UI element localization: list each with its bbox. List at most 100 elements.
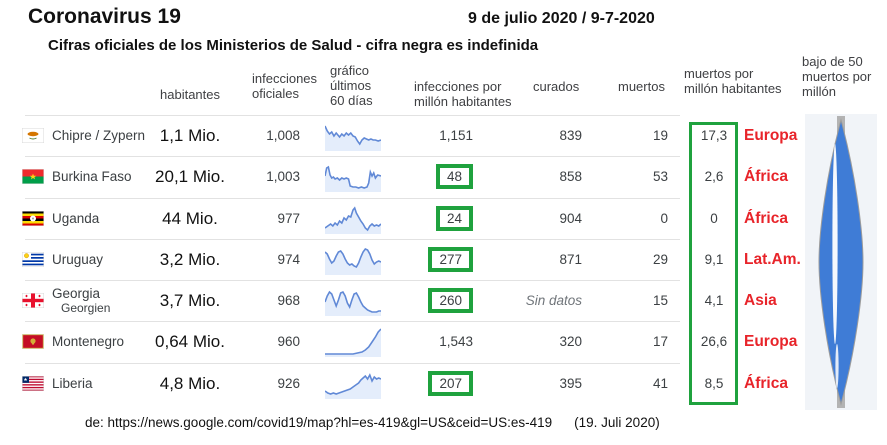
deaths-value: 17 [652, 334, 668, 349]
table-row: Uruguay 3,2 Mio. 974 277 871 29 9,1 Lat.… [0, 239, 887, 280]
sparkline-chart [325, 198, 381, 239]
deaths-value: 0 [660, 211, 668, 226]
deaths-per-million-value: 2,6 [704, 169, 724, 184]
column-header-curados: curados [533, 79, 580, 94]
region-label: Europa [744, 332, 798, 350]
column-header-muertos-por-millon: muertos por millón habitantes [684, 66, 782, 96]
official-infections-value: 1,008 [266, 128, 300, 143]
table-row: Montenegro 0,64 Mio. 960 1,543 320 17 26… [0, 321, 887, 362]
column-header-bajo-de-50: bajo de 50 muertos por millón [802, 54, 872, 99]
recovered-value: 871 [559, 252, 582, 267]
row-divider [25, 115, 680, 116]
table-row: Burkina Faso 20,1 Mio. 1,003 48 858 53 2… [0, 156, 887, 197]
infections-per-million-value: 24 [385, 198, 473, 239]
column-header-muertos: muertos [618, 79, 665, 94]
page-title: Coronavirus 19 [28, 5, 181, 28]
official-infections-value: 960 [277, 334, 300, 349]
population-value: 4,8 Mio. [159, 373, 221, 393]
below-50-marker-shape [818, 116, 864, 408]
sparkline-chart [325, 156, 381, 197]
recovered-value: 858 [559, 169, 582, 184]
infections-per-million-value: 260 [385, 280, 473, 321]
infections-per-million-value: 1,151 [439, 128, 473, 143]
country-name: Georgia Georgien [52, 280, 152, 321]
row-divider [25, 156, 680, 157]
infections-per-million-value: 48 [385, 156, 473, 197]
report-date: 9 de julio 2020 / 9-7-2020 [468, 10, 655, 27]
montenegro-flag-icon [22, 321, 46, 362]
sparkline-chart [325, 280, 381, 321]
liberia-flag-icon [22, 363, 46, 404]
population-value: 44 Mio. [162, 208, 218, 228]
country-name: Uganda [52, 198, 152, 239]
population-value: 3,2 Mio. [159, 249, 221, 269]
deaths-value: 19 [652, 128, 668, 143]
sparkline-chart [325, 321, 381, 362]
row-divider [25, 363, 680, 364]
table-row: Chipre / Zypern 1,1 Mio. 1,008 1,151 839… [0, 115, 887, 156]
recovered-value: 395 [559, 376, 582, 391]
country-label: Liberia [52, 376, 93, 391]
table-row: Georgia Georgien 3,7 Mio. 968 260 Sin dat… [0, 280, 887, 321]
green-highlight-box: 48 [435, 164, 473, 189]
population-value: 0,64 Mio. [155, 331, 225, 351]
green-highlight-box: 24 [435, 206, 473, 231]
official-infections-value: 968 [277, 293, 300, 308]
country-label: Georgia [52, 285, 101, 301]
infections-per-million-value: 277 [385, 239, 473, 280]
column-header-infecciones-oficiales: infecciones oficiales [252, 71, 318, 101]
deaths-per-million-highlight-box [689, 122, 738, 405]
source-url: de: https://news.google.com/covid19/map?… [85, 415, 553, 430]
page-subtitle: Cifras oficiales de los Ministerios de S… [48, 37, 539, 54]
georgia-flag-icon [22, 280, 46, 321]
country-name: Montenegro [52, 321, 152, 362]
population-value: 3,7 Mio. [159, 290, 221, 310]
deaths-per-million-value: 17,3 [700, 128, 728, 143]
deaths-per-million-value: 4,1 [704, 293, 724, 308]
cyprus-flag-icon [22, 115, 46, 156]
burkina-faso-flag-icon [22, 156, 46, 197]
row-divider [25, 239, 680, 240]
official-infections-value: 977 [277, 211, 300, 226]
recovered-value: 320 [559, 334, 582, 349]
deaths-value: 41 [652, 376, 668, 391]
column-header-habitantes: habitantes [160, 87, 220, 102]
deaths-per-million-value: 8,5 [704, 376, 724, 391]
green-highlight-box: 207 [428, 371, 473, 396]
country-label: Uruguay [52, 252, 104, 267]
below-50-marker-column [805, 114, 877, 410]
deaths-per-million-value: 0 [710, 211, 718, 226]
population-value: 20,1 Mio. [155, 166, 225, 186]
sparkline-chart [325, 239, 381, 280]
country-label: Uganda [52, 211, 100, 226]
recovered-value: Sin datos [525, 293, 582, 308]
region-label: Europa [744, 126, 798, 144]
country-name: Burkina Faso [52, 156, 152, 197]
country-name: Uruguay [52, 239, 152, 280]
region-label: Asia [744, 291, 777, 309]
deaths-value: 15 [652, 293, 668, 308]
deaths-per-million-value: 26,6 [700, 334, 728, 349]
row-divider [25, 198, 680, 199]
footer: de: https://news.google.com/covid19/map?… [85, 415, 660, 430]
country-label: Chipre / Zypern [52, 128, 146, 143]
country-name: Chipre / Zypern [52, 115, 152, 156]
country-name: Liberia [52, 363, 152, 404]
deaths-value: 53 [652, 169, 668, 184]
official-infections-value: 1,003 [266, 169, 300, 184]
sparkline-chart [325, 115, 381, 156]
population-value: 1,1 Mio. [159, 125, 221, 145]
country-label: Montenegro [52, 334, 125, 349]
official-infections-value: 926 [277, 376, 300, 391]
uganda-flag-icon [22, 198, 46, 239]
column-header-infecciones-por-millon: infecciones por millón habitantes [414, 79, 512, 109]
green-highlight-box: 277 [428, 247, 473, 272]
region-label: África [744, 167, 788, 185]
deaths-per-million-value: 9,1 [704, 252, 724, 267]
uruguay-flag-icon [22, 239, 46, 280]
recovered-value: 904 [559, 211, 582, 226]
country-label: Burkina Faso [52, 169, 132, 184]
region-label: África [744, 374, 788, 392]
official-infections-value: 974 [277, 252, 300, 267]
green-highlight-box: 260 [428, 288, 473, 313]
